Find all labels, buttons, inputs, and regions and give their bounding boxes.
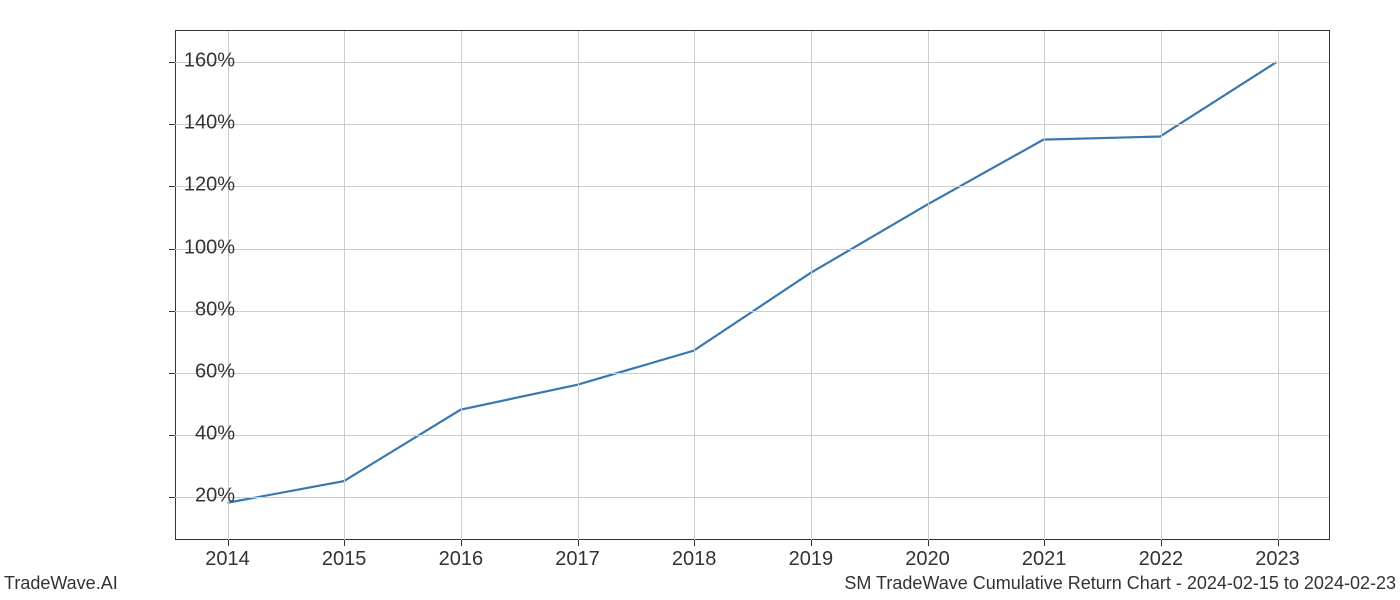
x-tick-label: 2014 (205, 548, 250, 571)
grid-line-vertical (1161, 31, 1162, 540)
grid-line-horizontal (175, 249, 1329, 250)
grid-line-horizontal (175, 124, 1329, 125)
grid-line-vertical (578, 31, 579, 540)
x-tick-mark (1044, 540, 1045, 546)
y-tick-label: 120% (155, 174, 235, 197)
y-tick-label: 80% (155, 298, 235, 321)
grid-line-vertical (1278, 31, 1279, 540)
x-tick-mark (228, 540, 229, 546)
y-tick-label: 40% (155, 423, 235, 446)
x-tick-mark (811, 540, 812, 546)
grid-line-vertical (694, 31, 695, 540)
grid-line-horizontal (175, 435, 1329, 436)
footer-caption: SM TradeWave Cumulative Return Chart - 2… (844, 573, 1396, 594)
x-tick-label: 2019 (789, 548, 834, 571)
chart-container (175, 30, 1330, 540)
grid-line-horizontal (175, 497, 1329, 498)
x-tick-label: 2022 (1139, 548, 1184, 571)
y-tick-label: 100% (155, 236, 235, 259)
y-tick-label: 140% (155, 112, 235, 135)
x-tick-mark (694, 540, 695, 546)
x-tick-mark (1161, 540, 1162, 546)
x-tick-label: 2021 (1022, 548, 1067, 571)
x-tick-label: 2016 (439, 548, 484, 571)
grid-line-vertical (811, 31, 812, 540)
grid-line-horizontal (175, 311, 1329, 312)
x-tick-mark (461, 540, 462, 546)
x-tick-label: 2020 (905, 548, 950, 571)
grid-line-vertical (461, 31, 462, 540)
footer-brand: TradeWave.AI (4, 573, 118, 594)
grid-line-vertical (228, 31, 229, 540)
x-tick-label: 2018 (672, 548, 717, 571)
x-tick-mark (1278, 540, 1279, 546)
y-tick-label: 60% (155, 361, 235, 384)
y-tick-label: 20% (155, 485, 235, 508)
x-tick-label: 2015 (322, 548, 367, 571)
x-tick-mark (928, 540, 929, 546)
grid-line-horizontal (175, 62, 1329, 63)
x-tick-mark (344, 540, 345, 546)
x-tick-label: 2023 (1255, 548, 1300, 571)
x-tick-mark (578, 540, 579, 546)
line-chart-svg (175, 31, 1329, 540)
grid-line-vertical (344, 31, 345, 540)
x-tick-label: 2017 (555, 548, 600, 571)
plot-area (175, 30, 1330, 540)
grid-line-vertical (928, 31, 929, 540)
grid-line-horizontal (175, 373, 1329, 374)
y-tick-label: 160% (155, 50, 235, 73)
grid-line-horizontal (175, 186, 1329, 187)
grid-line-vertical (1044, 31, 1045, 540)
